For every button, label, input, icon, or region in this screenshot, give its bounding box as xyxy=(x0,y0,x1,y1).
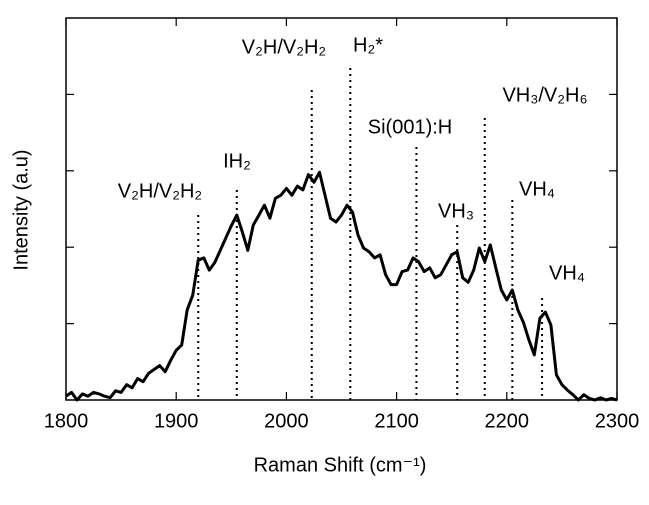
annotation-label: VH₄ xyxy=(549,262,585,284)
annotation-label: VH₃ xyxy=(438,200,474,222)
x-tick-label: 2100 xyxy=(374,410,419,432)
annotation-label: V₂H/V₂H₂ xyxy=(118,180,202,202)
x-tick-label: 2000 xyxy=(264,410,309,432)
x-axis-label: Raman Shift (cm⁻¹) xyxy=(254,454,427,476)
annotation-label: VH₄ xyxy=(519,178,555,200)
y-axis-label: Intensity (a.u) xyxy=(10,149,32,270)
annotation-label: Si(001):H xyxy=(368,116,452,138)
annotation-label: VH₃/V₂H₆ xyxy=(502,84,587,106)
annotation-label: H₂* xyxy=(353,34,383,56)
x-tick-label: 1900 xyxy=(154,410,199,432)
spectrum-line xyxy=(65,170,618,402)
x-tick-label: 2200 xyxy=(485,410,530,432)
annotation-label: V₂H/V₂H₂ xyxy=(242,36,326,58)
annotation-label: IH₂ xyxy=(223,150,251,172)
plot-frame xyxy=(65,17,618,401)
x-tick-label: 2300 xyxy=(595,410,640,432)
x-tick-label: 1800 xyxy=(44,410,89,432)
